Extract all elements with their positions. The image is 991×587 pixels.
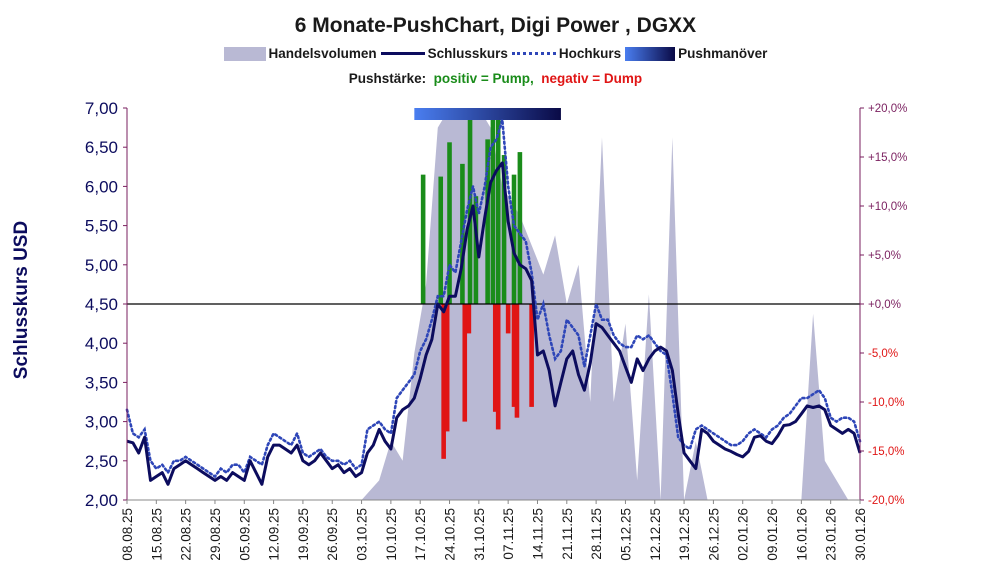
y-tick-label: 2,00 bbox=[85, 491, 118, 510]
series-close-line bbox=[126, 161, 862, 486]
x-tick-label: 21.11.25 bbox=[560, 508, 575, 560]
legend-swatch-volume bbox=[223, 46, 266, 61]
legend-item-volume: Handelsvolumen bbox=[223, 46, 377, 61]
legend-label-high: Hochkurs bbox=[558, 46, 622, 61]
pump-bar-3 bbox=[460, 163, 465, 304]
pump-bar-5 bbox=[473, 196, 479, 304]
y2-tick-label: +15,0% bbox=[868, 152, 907, 164]
x-tick-label: 08.08.25 bbox=[120, 508, 135, 561]
dump-bar-20 bbox=[514, 304, 520, 418]
y-tick-label: 6,00 bbox=[85, 177, 118, 196]
series-high-line bbox=[125, 119, 862, 479]
y2-tick-label: +0,0% bbox=[868, 299, 901, 311]
y-tick-label: 3,00 bbox=[85, 413, 118, 432]
x-tick-label: 05.09.25 bbox=[237, 508, 252, 561]
pump-bar-8 bbox=[495, 119, 501, 304]
push-strength-negative: negativ = Dump bbox=[541, 71, 643, 86]
dump-bar-14 bbox=[462, 304, 468, 422]
dump-bar-12 bbox=[441, 304, 446, 459]
legend-label-volume: Handelsvolumen bbox=[268, 46, 377, 61]
legend-swatch-close bbox=[380, 52, 425, 55]
dump-bar-17 bbox=[495, 304, 501, 430]
x-tick-label: 03.10.25 bbox=[355, 508, 370, 561]
push-maneuver-bar bbox=[414, 108, 561, 120]
x-tick-label: 14.11.25 bbox=[530, 508, 545, 560]
pump-bar-0 bbox=[420, 174, 426, 304]
legend-item-close: Schlusskurs bbox=[380, 46, 508, 61]
x-tick-label: 09.01.26 bbox=[765, 508, 780, 561]
x-tick-label: 02.01.26 bbox=[736, 508, 751, 561]
push-strength-positive: positiv = Pump, bbox=[433, 71, 534, 86]
x-tick-label: 29.08.25 bbox=[208, 508, 223, 561]
y-tick-label: 4,00 bbox=[85, 334, 118, 353]
chart-legend: Handelsvolumen Schlusskurs Hochkurs Push… bbox=[0, 46, 991, 61]
y-tick-label: 5,50 bbox=[85, 217, 118, 236]
dump-bar-13 bbox=[444, 304, 450, 432]
chart-title: 6 Monate-PushChart, Digi Power , DGXX bbox=[294, 14, 697, 37]
x-tick-label: 19.09.25 bbox=[296, 508, 311, 561]
x-tick-label: 26.12.25 bbox=[706, 508, 721, 561]
x-tick-label: 17.10.25 bbox=[413, 508, 428, 561]
x-tick-label: 28.11.25 bbox=[589, 508, 604, 560]
legend-swatch-push bbox=[625, 46, 676, 61]
y-tick-label: 5,00 bbox=[85, 256, 118, 275]
y2-tick-label: +5,0% bbox=[868, 250, 901, 262]
dump-bar-15 bbox=[466, 304, 472, 334]
x-tick-label: 19.12.25 bbox=[677, 508, 692, 561]
legend-label-push: Pushmanöver bbox=[678, 46, 768, 61]
x-tick-label: 07.11.25 bbox=[501, 508, 516, 560]
x-tick-label: 12.09.25 bbox=[267, 508, 282, 561]
pump-bar-6 bbox=[485, 139, 490, 304]
x-tick-label: 05.12.25 bbox=[618, 508, 633, 561]
y2-tick-label: +10,0% bbox=[868, 201, 907, 213]
x-tick-label: 23.01.26 bbox=[824, 508, 839, 561]
pump-bar-11 bbox=[517, 152, 523, 304]
pump-bar-2 bbox=[447, 142, 452, 304]
y2-tick-label: -5,0% bbox=[868, 348, 898, 360]
x-tick-label: 16.01.26 bbox=[794, 508, 809, 561]
y2-tick-label: +20,0% bbox=[868, 103, 907, 115]
y2-tick-label: -15,0% bbox=[868, 446, 904, 458]
dump-bar-19 bbox=[511, 304, 517, 407]
pump-bar-9 bbox=[501, 155, 507, 304]
dump-bar-16 bbox=[492, 304, 498, 412]
y-tick-label: 2,50 bbox=[85, 452, 118, 471]
pump-bar-1 bbox=[438, 176, 444, 304]
x-tick-label: 24.10.25 bbox=[443, 508, 458, 561]
y-tick-label: 4,50 bbox=[85, 295, 118, 314]
x-tick-label: 10.10.25 bbox=[384, 508, 399, 561]
x-tick-label: 26.09.25 bbox=[325, 508, 340, 561]
x-tick-label: 30.01.26 bbox=[853, 508, 868, 561]
pump-bar-7 bbox=[490, 119, 496, 304]
push-strength-note: Pushstärke: positiv = Pump, negativ = Du… bbox=[0, 71, 991, 86]
pump-bar-10 bbox=[511, 174, 517, 304]
x-tick-label: 31.10.25 bbox=[472, 508, 487, 561]
x-tick-label: 22.08.25 bbox=[179, 508, 194, 561]
dump-bar-18 bbox=[505, 304, 511, 334]
push-strength-prefix: Pushstärke: bbox=[348, 71, 427, 86]
y-tick-label: 7,00 bbox=[85, 99, 118, 118]
legend-swatch-high bbox=[511, 52, 556, 55]
legend-item-push: Pushmanöver bbox=[625, 46, 767, 61]
y2-tick-label: -20,0% bbox=[868, 495, 904, 507]
x-tick-label: 12.12.25 bbox=[648, 508, 663, 561]
y-tick-label: 6,50 bbox=[85, 138, 118, 157]
y2-tick-label: -10,0% bbox=[868, 397, 904, 409]
legend-item-high: Hochkurs bbox=[511, 46, 622, 61]
x-tick-label: 15.08.25 bbox=[149, 508, 164, 561]
y-tick-label: 3,50 bbox=[85, 373, 118, 392]
dump-bar-21 bbox=[529, 304, 534, 407]
legend-label-close: Schlusskurs bbox=[427, 46, 508, 61]
